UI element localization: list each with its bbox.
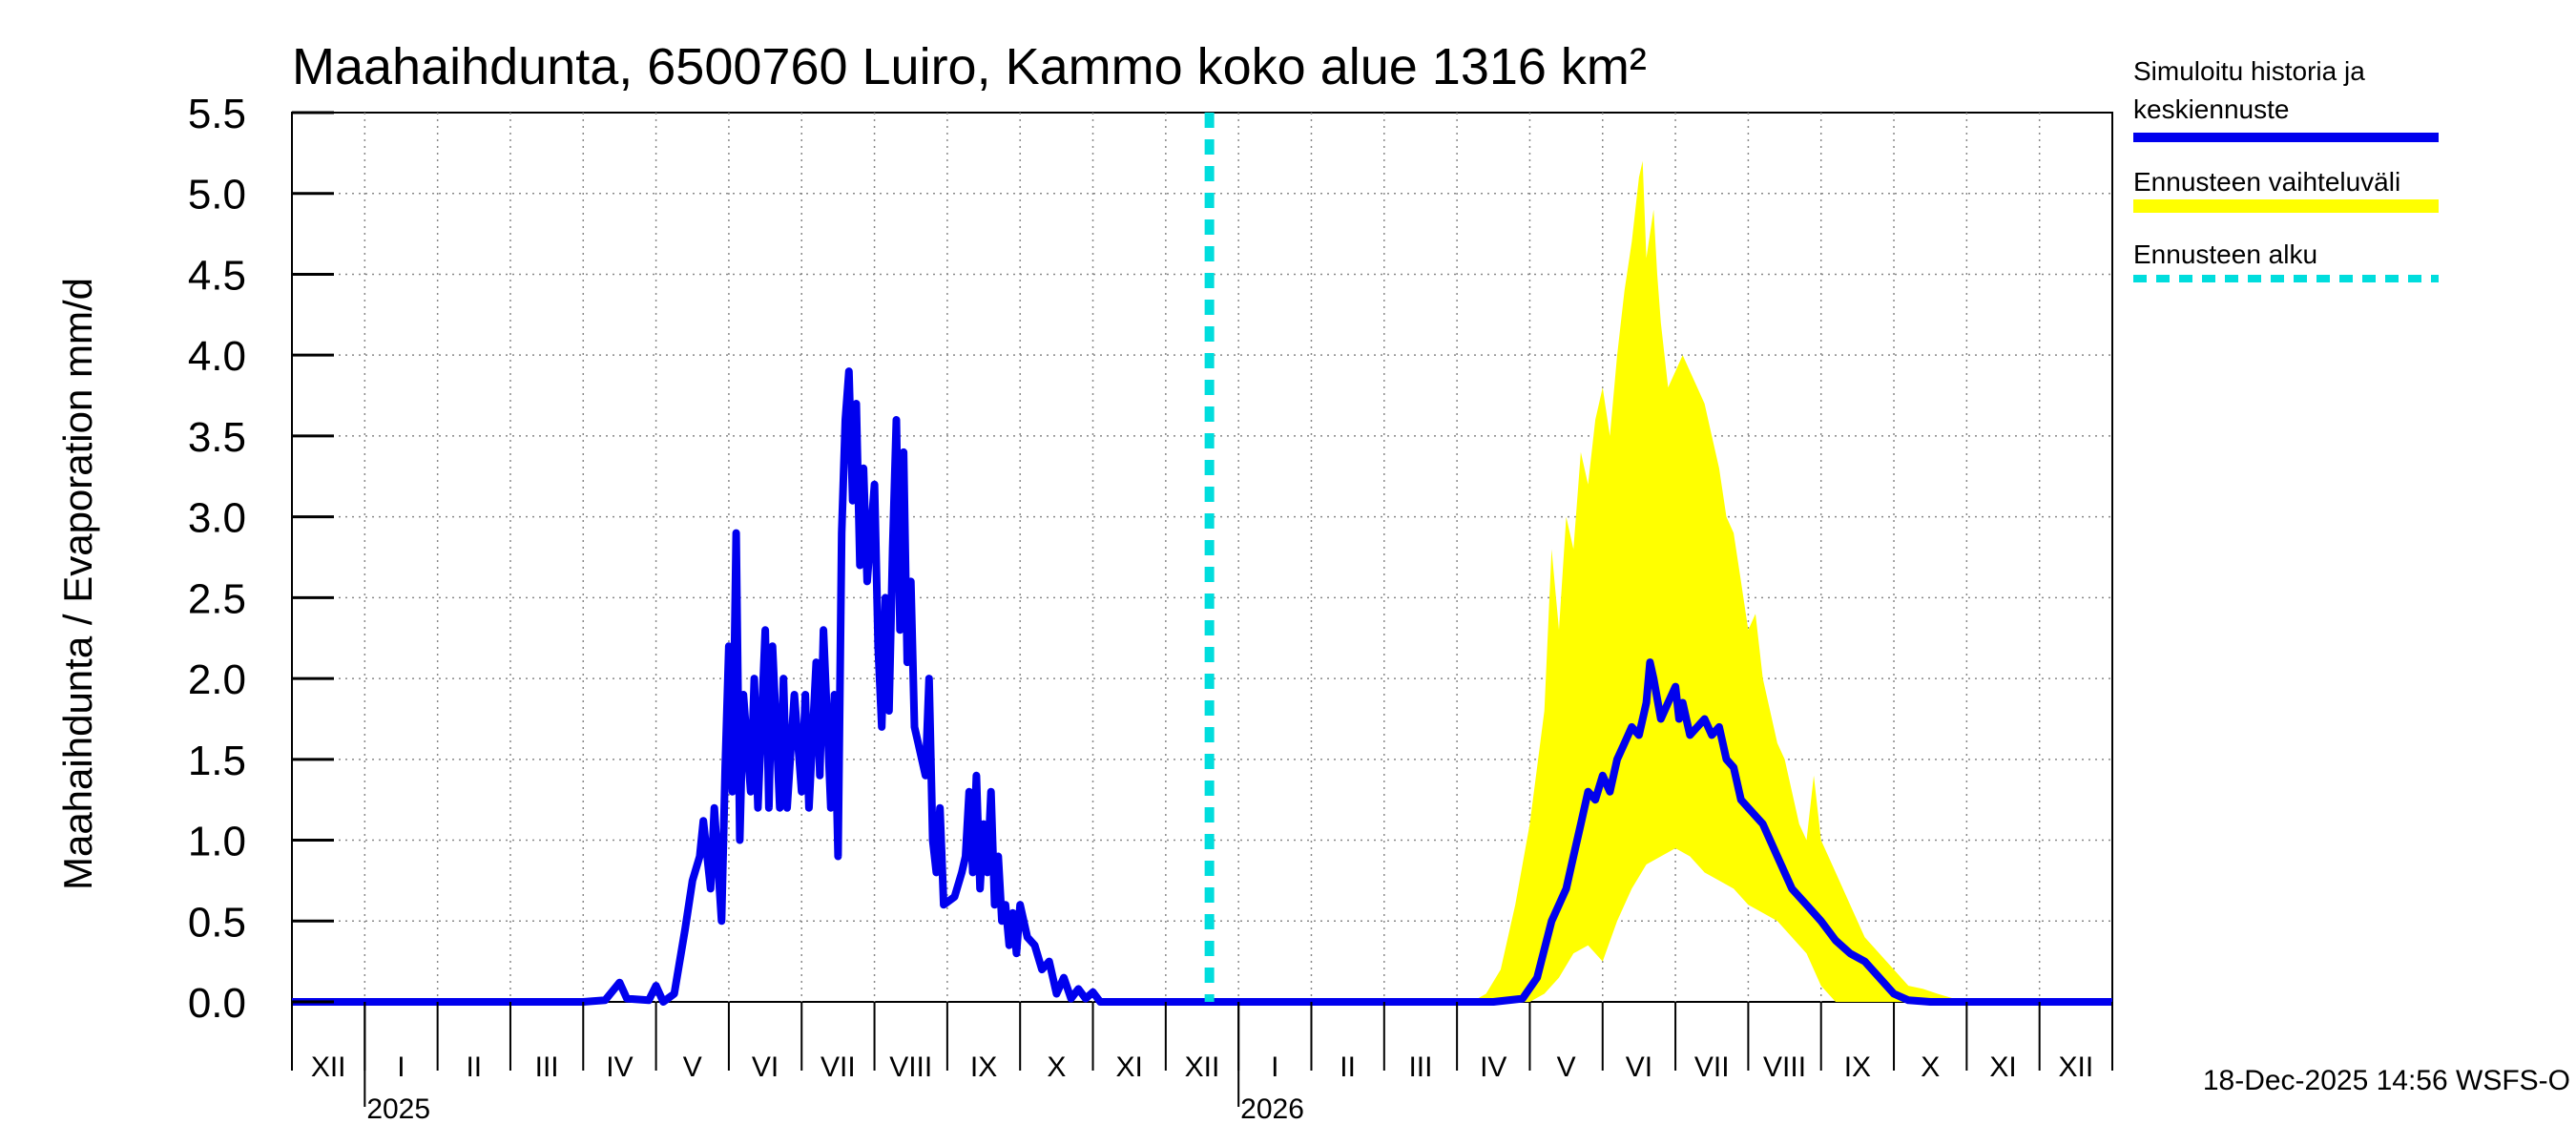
y-tick-label: 3.5 [188, 414, 246, 461]
month-label: I [1271, 1051, 1278, 1083]
legend-label-simulated-line2: keskiennuste [2133, 94, 2289, 124]
month-label: VIII [889, 1051, 932, 1083]
month-label: XI [1989, 1051, 2016, 1083]
grid-layer [292, 113, 2112, 1002]
month-label: II [1340, 1051, 1356, 1083]
legend: Simuloitu historia ja keskiennuste Ennus… [2133, 56, 2439, 282]
y-axis-ticks: 0.0 0.5 1.0 1.5 2.0 2.5 3.0 3.5 4.0 4.5 5.0 5.5 [188, 91, 334, 1027]
y-tick-label: 4.0 [188, 333, 246, 380]
month-label: XII [1185, 1051, 1220, 1083]
month-label: X [1047, 1051, 1066, 1083]
month-label: IX [970, 1051, 997, 1083]
simulated-series-line [292, 367, 2112, 1006]
month-label: XII [2058, 1051, 2093, 1083]
legend-label-range: Ennusteen vaihteluväli [2133, 167, 2400, 197]
footer-timestamp: 18-Dec-2025 14:56 WSFS-O [2203, 1065, 2570, 1096]
month-label: IV [606, 1051, 633, 1083]
month-label: VIII [1763, 1051, 1806, 1083]
month-label: X [1921, 1051, 1940, 1083]
month-label: V [683, 1051, 702, 1083]
y-tick-label: 5.0 [188, 172, 246, 219]
month-label: VI [752, 1051, 779, 1083]
y-tick-label: 0.5 [188, 899, 246, 946]
legend-label-simulated: Simuloitu historia ja keskiennuste [2133, 56, 2373, 124]
y-tick-label: 1.0 [188, 819, 246, 865]
chart-title: Maahaihdunta, 6500760 Luiro, Kammo koko … [292, 38, 1647, 95]
y-tick-label: 2.5 [188, 575, 246, 622]
month-label: I [397, 1051, 405, 1083]
month-label: VII [821, 1051, 856, 1083]
month-label: II [466, 1051, 482, 1083]
year-label: 2025 [366, 1093, 430, 1125]
y-tick-label: 0.0 [188, 980, 246, 1027]
plot-area [291, 112, 2113, 1003]
month-label: V [1557, 1051, 1576, 1083]
y-tick-label: 5.5 [188, 91, 246, 137]
legend-label-simulated-line1: Simuloitu historia ja [2133, 56, 2365, 86]
y-tick-label: 4.5 [188, 252, 246, 299]
month-label: XII [311, 1051, 346, 1083]
y-tick-label: 3.0 [188, 495, 246, 542]
legend-label-forecast-start: Ennusteen alku [2133, 239, 2317, 269]
y-axis-label: Maahaihdunta / Evaporation mm/d [55, 278, 100, 890]
month-label: III [1408, 1051, 1432, 1083]
y-tick-label: 2.0 [188, 656, 246, 703]
month-label: VI [1626, 1051, 1652, 1083]
x-axis-months: XII I II III IV V VI VII VIII IX X XI XII I II III IV V VI… [291, 1002, 2113, 1125]
simulated-line-layer [292, 367, 2112, 1006]
year-label: 2026 [1240, 1093, 1304, 1125]
month-label: III [535, 1051, 559, 1083]
month-label: XI [1116, 1051, 1143, 1083]
month-label: VII [1694, 1051, 1730, 1083]
month-label: IX [1844, 1051, 1871, 1083]
month-label: IV [1480, 1051, 1506, 1083]
y-tick-label: 1.5 [188, 738, 246, 784]
